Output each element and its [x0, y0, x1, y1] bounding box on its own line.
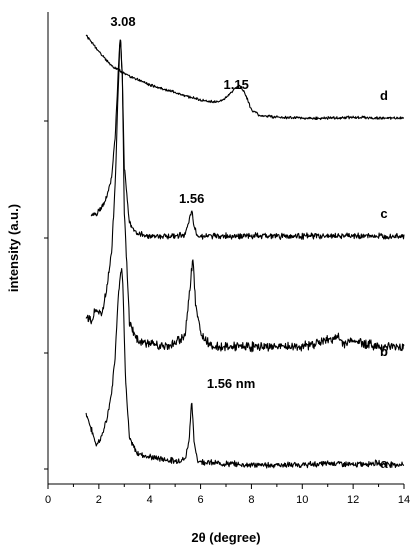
series-label-a: a	[380, 456, 388, 471]
x-tick-label: 0	[45, 494, 51, 506]
peak-annotation: 1.56 nm	[207, 376, 255, 391]
peak-annotation: 1.15	[224, 77, 249, 92]
series-a-line	[85, 267, 405, 469]
series-b-line	[85, 40, 405, 353]
x-tick-label: 12	[347, 494, 359, 506]
series-label-d: d	[380, 88, 388, 103]
x-tick-label: 8	[248, 494, 254, 506]
labels-group: a b c d 3.08 1.15 1.56 1.56 nm	[110, 14, 388, 471]
series-label-c: c	[380, 206, 387, 221]
y-axis-title: intensity (a.u.)	[6, 204, 21, 292]
x-tick-label: 10	[296, 494, 308, 506]
x-tick-label: 14	[398, 494, 410, 506]
peak-annotation: 1.56	[179, 191, 204, 206]
series-label-b: b	[380, 344, 388, 359]
axes: 0 2 4 6 8 10 12 14	[44, 12, 410, 506]
peak-annotation: 3.08	[110, 14, 135, 29]
series-d-line	[85, 34, 405, 121]
x-tick-label: 4	[147, 494, 153, 506]
x-axis-title: 2θ (degree)	[191, 530, 260, 545]
series-c-line	[90, 39, 405, 240]
x-tick-label: 2	[96, 494, 102, 506]
series-group	[85, 34, 405, 469]
x-tick-label: 6	[198, 494, 204, 506]
